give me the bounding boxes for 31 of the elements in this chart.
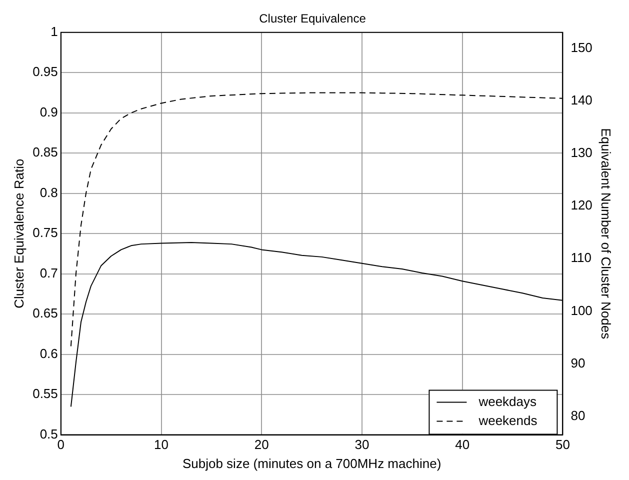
chart-title: Cluster Equivalence xyxy=(259,12,366,26)
x-tick-label: 0 xyxy=(57,437,65,452)
x-tick-label: 40 xyxy=(455,437,470,452)
y2-tick-label: 120 xyxy=(570,198,592,213)
y2-tick-label: 130 xyxy=(570,144,592,160)
y-tick-label: 0.7 xyxy=(40,265,58,280)
y2-tick-label: 150 xyxy=(570,40,592,55)
y-tick-label: 0.95 xyxy=(32,64,58,80)
y-tick-label: 0.55 xyxy=(32,386,58,402)
y-axis-title: Cluster Equivalence Ratio xyxy=(11,158,26,308)
y-tick-label: 0.8 xyxy=(40,184,58,200)
y-tick-label: 0.75 xyxy=(32,225,58,240)
legend-label: weekends xyxy=(478,412,538,428)
y2-tick-label: 90 xyxy=(570,355,586,370)
y2-axis-title: Equivalent Number of Cluster Nodes xyxy=(598,128,614,340)
y2-tick-label: 80 xyxy=(570,408,586,423)
x-axis-title: Subjob size (minutes on a 700MHz machine) xyxy=(182,456,442,471)
y-tick-label: 0.9 xyxy=(40,104,58,120)
x-tick-label: 20 xyxy=(254,437,269,452)
y-tick-label: 0.6 xyxy=(40,346,58,361)
y-tick-label: 0.65 xyxy=(32,306,58,321)
x-tick-label: 30 xyxy=(354,437,370,452)
y2-tick-label: 100 xyxy=(570,302,592,318)
legend-label: weekdays xyxy=(478,394,538,409)
y2-tick-label: 110 xyxy=(570,250,592,266)
y-tick-label: 1 xyxy=(50,24,58,39)
x-tick-label: 10 xyxy=(154,437,168,452)
y-tick-label: 0.85 xyxy=(32,144,58,160)
y-tick-label: 0.5 xyxy=(40,426,58,442)
y2-tick-label: 140 xyxy=(570,92,592,108)
x-tick-label: 50 xyxy=(555,437,570,452)
